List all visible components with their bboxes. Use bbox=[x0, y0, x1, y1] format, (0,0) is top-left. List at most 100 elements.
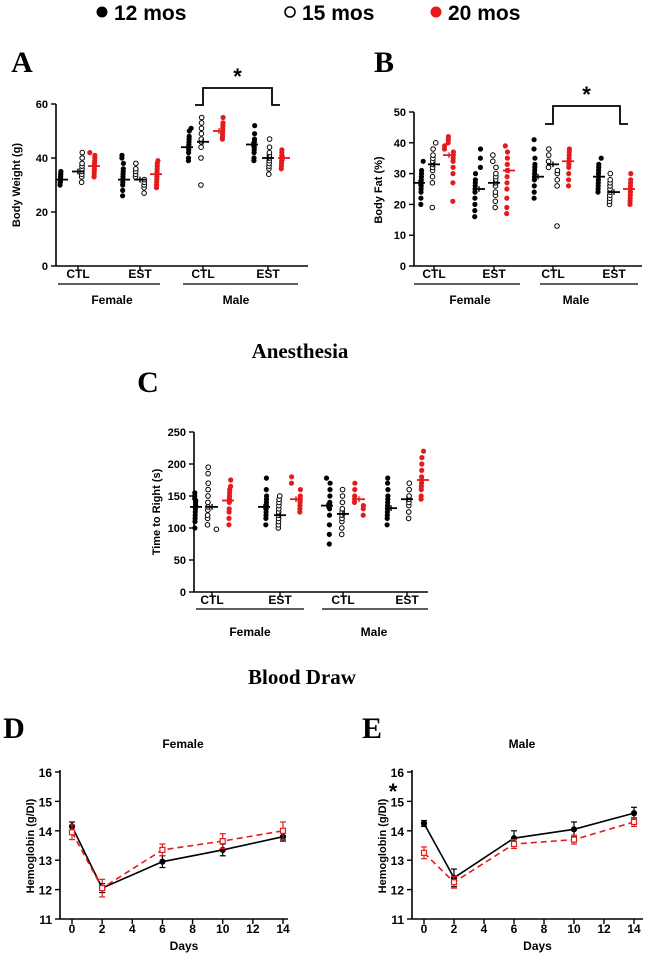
data-point bbox=[429, 173, 436, 180]
data-point bbox=[566, 171, 572, 177]
data-point bbox=[504, 186, 510, 192]
data-point bbox=[385, 487, 391, 493]
chart-title: Male bbox=[509, 737, 536, 751]
data-point bbox=[418, 201, 424, 207]
data-point bbox=[472, 177, 479, 183]
x-tick-label: 10 bbox=[567, 922, 581, 936]
x-tick-label: 0 bbox=[421, 922, 428, 936]
chart-title: Female bbox=[162, 737, 204, 751]
data-point bbox=[504, 180, 510, 186]
data-point bbox=[554, 223, 560, 229]
data-point bbox=[288, 480, 295, 486]
group-label: Male bbox=[223, 293, 250, 307]
data-point bbox=[406, 480, 413, 487]
data-point bbox=[327, 487, 333, 493]
data-point bbox=[545, 158, 552, 165]
y-tick-label: 200 bbox=[168, 459, 186, 471]
panel-A: A 0 20 40 60 Body Weight (g) CTL EST CTL EST Femal… bbox=[11, 46, 308, 307]
legend: 12 mos 15 mos 20 mos bbox=[96, 2, 520, 25]
data-point bbox=[531, 195, 537, 201]
category-label: CTL bbox=[422, 267, 445, 281]
data-point bbox=[79, 149, 86, 156]
data-point bbox=[531, 137, 537, 143]
y-tick-label: 150 bbox=[168, 491, 186, 503]
y-tick-label: 20 bbox=[36, 207, 48, 219]
data-point bbox=[205, 486, 211, 493]
x-tick-label: 10 bbox=[216, 922, 230, 936]
data-point bbox=[205, 480, 211, 487]
data-point bbox=[326, 522, 333, 528]
y-tick-label: 0 bbox=[400, 261, 406, 273]
data-point bbox=[545, 164, 552, 171]
y-tick-label: 15 bbox=[39, 795, 53, 809]
category-label: EST bbox=[256, 267, 280, 281]
y-tick-label: 12 bbox=[391, 884, 405, 898]
y-axis-label: Hemoglobin (g/Dl) bbox=[25, 798, 37, 893]
data-point bbox=[405, 509, 412, 515]
data-point bbox=[628, 177, 634, 183]
data-point bbox=[477, 155, 484, 161]
data-point bbox=[87, 150, 93, 156]
data-point bbox=[188, 125, 194, 131]
data-point bbox=[492, 204, 499, 211]
y-tick-label: 250 bbox=[168, 427, 186, 439]
data-point bbox=[418, 493, 424, 499]
data-point bbox=[628, 171, 634, 177]
data-point bbox=[405, 515, 412, 522]
data-point bbox=[119, 193, 126, 199]
data-point bbox=[79, 155, 85, 161]
data-point bbox=[277, 493, 283, 499]
data-point bbox=[532, 155, 538, 161]
legend-label-0: 12 mos bbox=[114, 2, 186, 25]
data-point bbox=[185, 155, 192, 161]
data-point bbox=[92, 152, 98, 158]
data-point bbox=[266, 136, 273, 142]
x-tick-label: 2 bbox=[99, 922, 106, 936]
data-point bbox=[502, 143, 508, 149]
data-point bbox=[360, 503, 367, 509]
x-axis-label: Days bbox=[170, 939, 199, 953]
data-marker bbox=[99, 885, 106, 892]
category-label: EST bbox=[395, 593, 419, 607]
category-label: CTL bbox=[191, 267, 214, 281]
significance-bracket bbox=[195, 87, 280, 106]
data-point bbox=[419, 467, 425, 474]
data-point bbox=[565, 183, 572, 189]
x-tick-label: 12 bbox=[246, 922, 260, 936]
y-tick-label: 20 bbox=[394, 199, 406, 211]
category-label: CTL bbox=[200, 593, 223, 607]
y-axis-label: Body Weight (g) bbox=[11, 143, 23, 227]
category-label: EST bbox=[602, 267, 626, 281]
category-label: EST bbox=[128, 267, 152, 281]
group-label: Female bbox=[229, 625, 271, 639]
data-point bbox=[338, 531, 345, 538]
data-point bbox=[205, 464, 211, 471]
data-point bbox=[204, 522, 211, 528]
data-point bbox=[192, 490, 198, 496]
significance-bracket bbox=[545, 105, 628, 125]
data-point bbox=[492, 189, 499, 195]
data-point bbox=[429, 180, 436, 186]
group-label: Female bbox=[91, 293, 133, 307]
data-marker bbox=[420, 820, 428, 827]
data-point bbox=[554, 177, 561, 183]
x-tick-label: 8 bbox=[189, 922, 196, 936]
data-point bbox=[450, 149, 457, 155]
data-point bbox=[430, 152, 436, 158]
data-point bbox=[78, 179, 85, 186]
data-point bbox=[419, 461, 425, 467]
x-tick-label: 8 bbox=[541, 922, 548, 936]
data-point bbox=[352, 487, 358, 493]
data-point bbox=[226, 506, 232, 512]
data-point bbox=[198, 155, 204, 161]
data-point bbox=[192, 525, 198, 531]
data-point bbox=[266, 171, 272, 177]
data-point bbox=[339, 506, 346, 512]
data-point bbox=[352, 480, 358, 486]
panel-B: B 0 10 20 30 40 50 Body Fat (%) CTL EST CTL EST Fema… bbox=[373, 46, 642, 307]
data-point bbox=[339, 493, 346, 499]
data-marker bbox=[219, 837, 226, 845]
data-point bbox=[251, 136, 258, 142]
y-tick-label: 50 bbox=[394, 107, 406, 119]
